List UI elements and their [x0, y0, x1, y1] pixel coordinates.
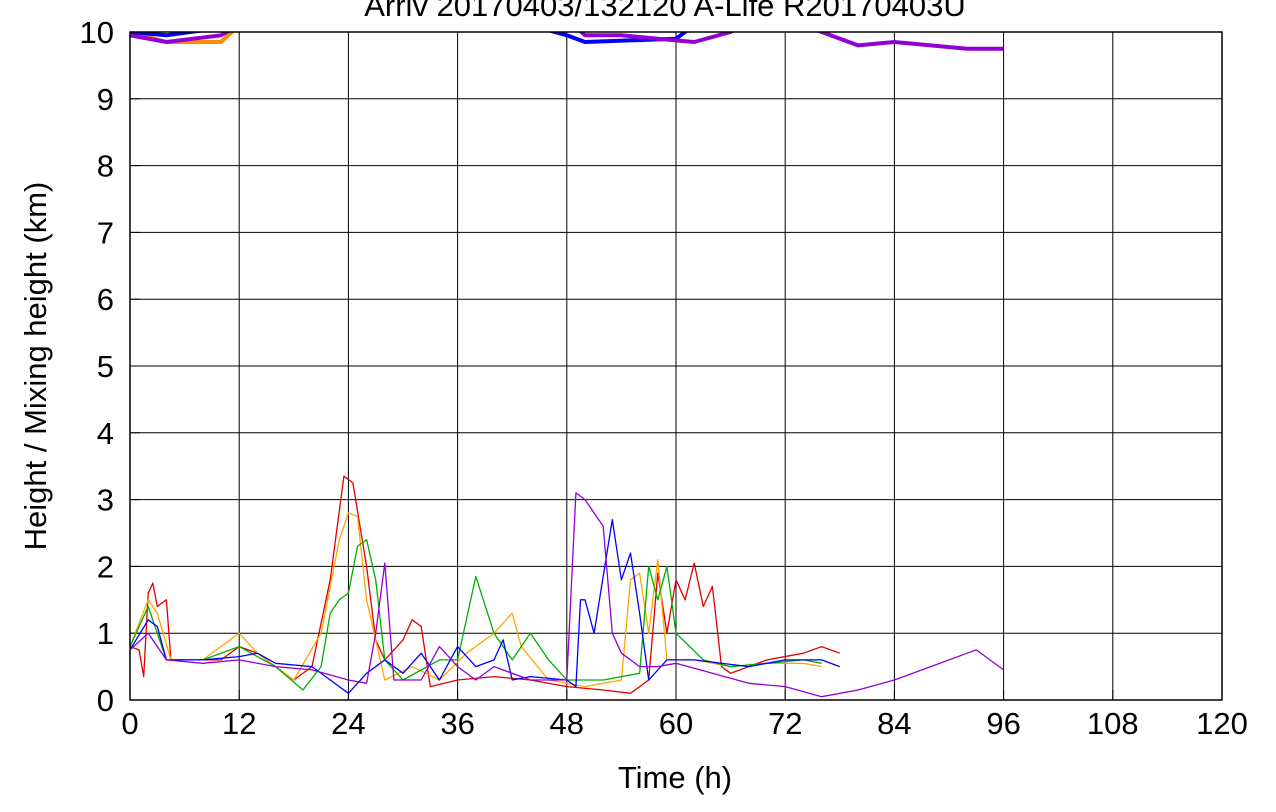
- y-tick-label: 8: [97, 149, 114, 184]
- y-tick-label: 6: [97, 282, 114, 317]
- x-tick-label: 0: [121, 706, 138, 741]
- y-tick-label: 9: [97, 82, 114, 117]
- x-tick-label: 120: [1196, 706, 1248, 741]
- y-tick-label: 5: [97, 349, 114, 384]
- x-tick-label: 96: [986, 706, 1020, 741]
- y-tick-label: 2: [97, 549, 114, 584]
- y-axis-label: Height / Mixing height (km): [18, 182, 53, 551]
- y-tick-label: 10: [80, 15, 114, 50]
- lines: [130, 32, 1004, 698]
- x-tick-label: 72: [768, 706, 802, 741]
- data-line: [130, 492, 1004, 698]
- x-tick-label: 108: [1087, 706, 1139, 741]
- data-line: [130, 32, 1004, 51]
- x-tick-label: 48: [550, 706, 584, 741]
- chart-title: Arriv 20170403/132120 A-Life R20170403U: [364, 0, 966, 23]
- x-tick-label: 12: [222, 706, 256, 741]
- x-tick-label: 36: [440, 706, 474, 741]
- x-axis-label: Time (h): [618, 760, 732, 795]
- plot-border: [129, 31, 1223, 701]
- x-tick-label: 84: [877, 706, 911, 741]
- data-line: [130, 539, 822, 691]
- data-line: [130, 518, 841, 694]
- x-tick-label: 60: [659, 706, 693, 741]
- x-tick-label: 24: [331, 706, 365, 741]
- y-tick-label: 1: [97, 616, 114, 651]
- y-tick-label: 7: [97, 215, 114, 250]
- y-tick-label: 4: [97, 416, 114, 451]
- data-line: [130, 512, 822, 688]
- y-tick-label: 0: [97, 683, 114, 718]
- y-tick-label: 3: [97, 483, 114, 518]
